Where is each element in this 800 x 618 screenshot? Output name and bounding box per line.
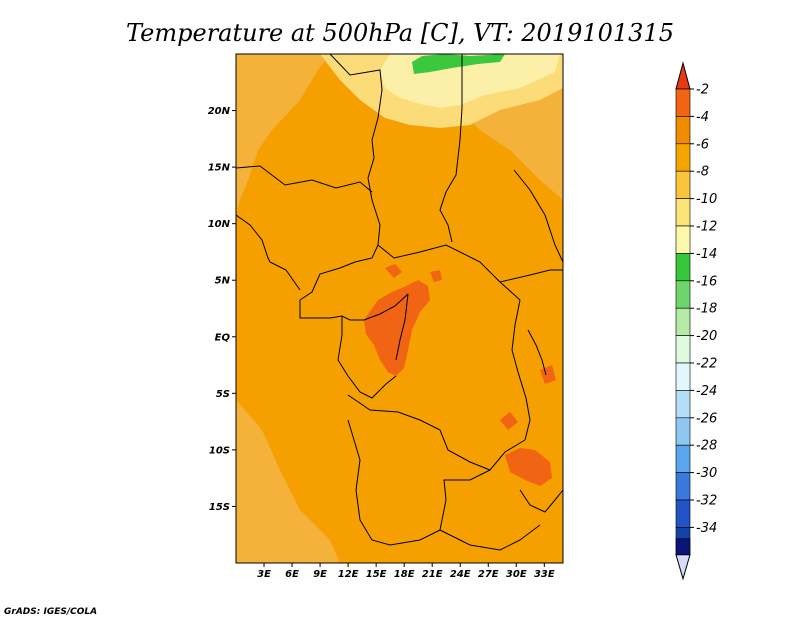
colorbar-tick-label: -4 <box>696 110 709 125</box>
x-tick-label: 3E <box>257 569 271 580</box>
x-tick-label: 6E <box>285 569 299 580</box>
colorbar-tick-label: -28 <box>696 439 717 454</box>
x-tick-label: 30E <box>506 569 527 580</box>
x-tick-label: 9E <box>313 569 327 580</box>
y-axis: 20N 15N 10N 5N EQ 5S 10S 15S <box>208 106 236 513</box>
colorbar-tick-label: -18 <box>696 302 717 317</box>
colorbar-cell <box>675 362 691 391</box>
x-tick-label: 12E <box>338 569 359 580</box>
colorbar-tick-label: -34 <box>696 521 717 536</box>
y-tick-label: EQ <box>215 332 231 343</box>
field-region-zambia-warm-patch <box>500 365 556 486</box>
x-tick-label: 18E <box>394 569 415 580</box>
colorbar-cell <box>675 88 691 117</box>
colorbar-cell <box>675 335 691 364</box>
field-region-congo-warm-core <box>364 264 442 376</box>
x-tick-label: 27E <box>478 569 499 580</box>
map-frame <box>235 53 564 564</box>
colorbar-cell <box>675 143 691 172</box>
colorbar-tick-label: -24 <box>696 384 717 399</box>
y-tick-label: 5S <box>216 389 230 400</box>
y-tick-label: 10N <box>208 219 231 230</box>
x-tick-label: 21E <box>422 569 443 580</box>
country-borders <box>236 54 563 551</box>
colorbar-cell <box>675 116 691 145</box>
y-tick-label: 10S <box>209 445 230 456</box>
colorbar-tick-label: -26 <box>696 411 717 426</box>
colorbar-top-triangle <box>675 61 691 90</box>
colorbar-cell <box>675 390 691 419</box>
x-tick-label: 15E <box>366 569 387 580</box>
colorbar-cell <box>675 225 691 254</box>
colorbar-cell <box>675 499 691 528</box>
colorbar-cell <box>675 472 691 501</box>
colorbar-tick-label: -8 <box>696 165 709 180</box>
colorbar-tick-label: -16 <box>696 274 717 289</box>
colorbar-tick-label: -2 <box>696 83 709 98</box>
colorbar-cell <box>675 253 691 282</box>
colorbar-bottom-cell <box>675 538 691 556</box>
x-axis: 3E 6E 9E 12E 15E 18E 21E 24E 27E 30E 33E <box>257 563 555 580</box>
colorbar-cell <box>675 417 691 446</box>
y-tick-label: 15N <box>208 163 231 174</box>
colorbar-tick-label: -30 <box>696 466 717 481</box>
grads-credit: GrADS: IGES/COLA <box>4 607 97 617</box>
x-tick-label: 33E <box>534 569 555 580</box>
x-tick-label: 24E <box>450 569 471 580</box>
map-panel <box>236 54 563 563</box>
colorbar: -2 -4 -6 -8 -10 -12 -14 -16 -18 -20 -22 -24 -26 -28 -3… <box>675 61 717 581</box>
colorbar-cell <box>675 444 691 473</box>
colorbar-bottom-triangle <box>675 554 691 581</box>
colorbar-tick-label: -14 <box>696 247 717 262</box>
field-region-green-patch <box>412 54 505 74</box>
y-tick-label: 15S <box>209 502 230 513</box>
colorbar-tick-label: -32 <box>696 494 717 509</box>
colorbar-cell <box>675 280 691 309</box>
colorbar-tick-label: -10 <box>696 192 717 207</box>
colorbar-cell <box>675 307 691 336</box>
y-tick-label: 20N <box>208 106 231 117</box>
colorbar-tick-label: -6 <box>696 137 709 152</box>
field-region-west <box>236 54 340 563</box>
y-tick-label: 5N <box>215 276 231 287</box>
colorbar-tick-label: -22 <box>696 357 717 372</box>
colorbar-cell <box>675 170 691 199</box>
colorbar-cell <box>675 198 691 227</box>
colorbar-tick-label: -12 <box>696 220 717 235</box>
colorbar-tick-label: -20 <box>696 329 717 344</box>
chart-title: Temperature at 500hPa [C], VT: 201910131… <box>126 19 674 47</box>
